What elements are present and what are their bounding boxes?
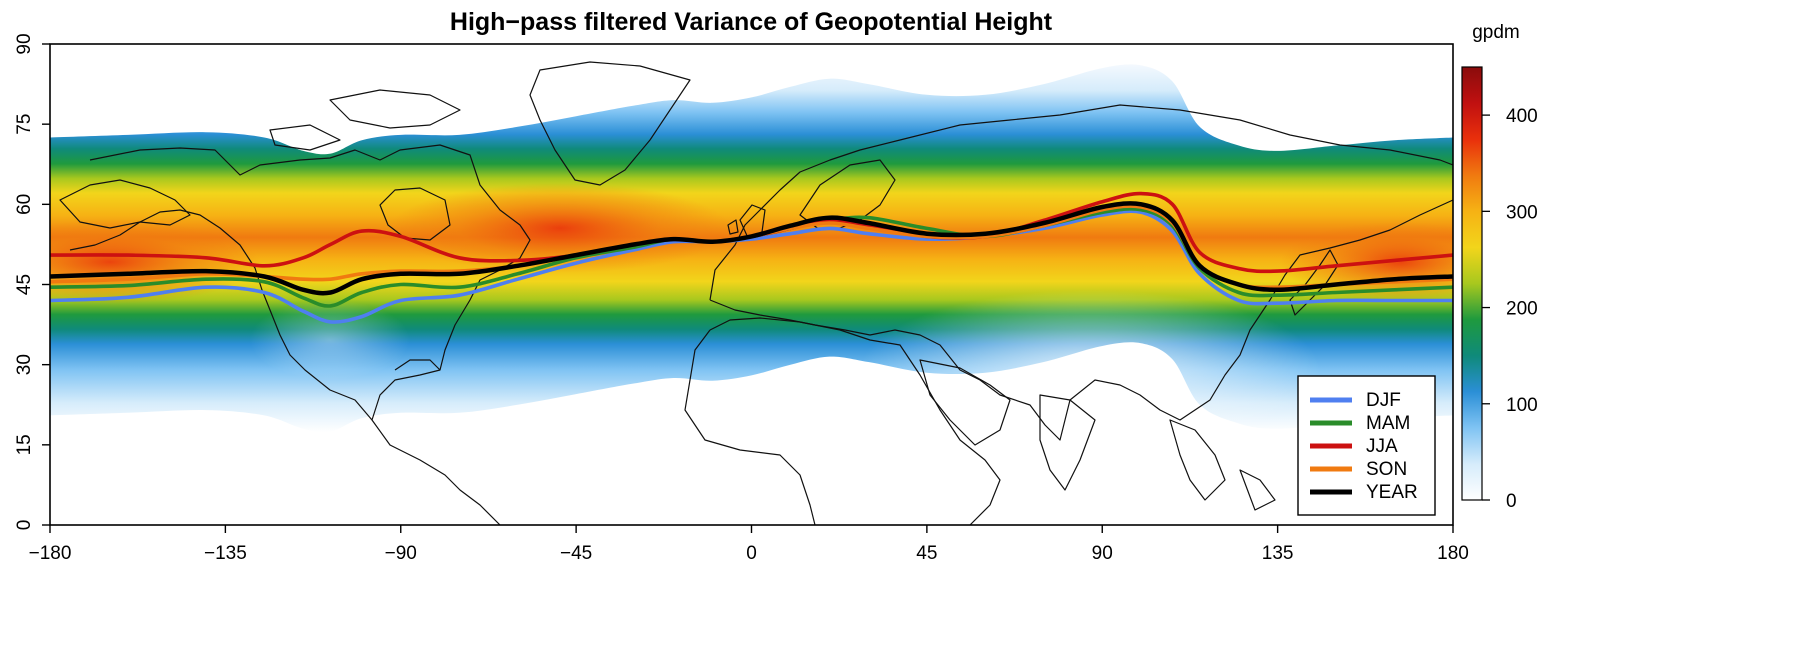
x-tick-label: −45: [560, 543, 592, 564]
hudson-bay-outline: [379, 187, 451, 241]
legend-item-mam: MAM: [1310, 413, 1410, 434]
eurasia-outline: [709, 104, 1453, 441]
x-tick-label: 135: [1262, 543, 1294, 564]
colorbar-unit-label: gpdm: [1472, 22, 1520, 43]
legend-label-jja: JJA: [1366, 436, 1398, 457]
africa-outline: [684, 317, 1001, 525]
x-tick-label: −135: [204, 543, 247, 564]
series-line-djf: [50, 209, 1453, 324]
arctic-islands-outline: [269, 89, 461, 151]
legend-item-year: YEAR: [1310, 482, 1418, 503]
variance-max-atlantic: [390, 183, 730, 273]
india-outline: [1039, 394, 1096, 491]
greenland-outline: [529, 61, 691, 186]
southeast-asia-outline: [1169, 419, 1276, 511]
variance-field: [50, 64, 1453, 450]
arabia-outline: [919, 359, 1011, 446]
y-tick-label: 45: [14, 274, 35, 295]
x-tick-label: 0: [746, 543, 757, 564]
y-tick-label: 90: [14, 33, 35, 54]
colorbar-ticks: 0 100 200 300 400: [1482, 106, 1538, 512]
y-tick-label: 75: [14, 114, 35, 135]
chart-title: High−pass filtered Variance of Geopotent…: [450, 8, 1053, 36]
map-plot-area: [50, 44, 1453, 525]
legend-item-son: SON: [1310, 459, 1407, 480]
x-tick-label: −90: [385, 543, 417, 564]
variance-min-asia: [860, 290, 1320, 450]
legend-item-djf: DJF: [1310, 390, 1401, 411]
series-lines: [50, 191, 1453, 324]
x-axis: −180 −135 −90 −45 0 45 90 135 180: [29, 525, 1469, 564]
x-tick-label: 45: [916, 543, 937, 564]
x-tick-label: 180: [1437, 543, 1469, 564]
variance-min-rockies: [250, 300, 410, 380]
legend-label-year: YEAR: [1366, 482, 1418, 503]
colorbar-tick-label: 100: [1506, 395, 1538, 416]
variance-max-pacific: [50, 220, 260, 304]
x-tick-label: 90: [1092, 543, 1113, 564]
colorbar-tick-label: 200: [1506, 299, 1538, 320]
legend-item-jja: JJA: [1310, 436, 1398, 457]
legend-label-son: SON: [1366, 459, 1407, 480]
y-tick-label: 15: [14, 434, 35, 455]
british-isles-outline: [727, 204, 766, 239]
colorbar-ramp: [1461, 66, 1483, 501]
y-tick-label: 0: [14, 520, 35, 531]
x-tick-label: −180: [29, 543, 72, 564]
y-tick-label: 60: [14, 194, 35, 215]
legend-label-mam: MAM: [1366, 413, 1410, 434]
north-america-outline: [69, 144, 531, 525]
legend-label-djf: DJF: [1366, 390, 1401, 411]
legend: DJF MAM JJA SON YEAR: [1297, 375, 1436, 516]
colorbar: gpdm 0 100 200 300 400: [1461, 22, 1538, 512]
y-axis: 0 15 30 45 60 75 90: [14, 33, 50, 530]
alaska-outline: [59, 179, 191, 229]
colorbar-tick-label: 400: [1506, 106, 1538, 127]
colorbar-tick-label: 300: [1506, 202, 1538, 223]
series-line-year: [50, 201, 1453, 296]
colorbar-tick-label: 0: [1506, 491, 1517, 512]
y-tick-label: 30: [14, 354, 35, 375]
